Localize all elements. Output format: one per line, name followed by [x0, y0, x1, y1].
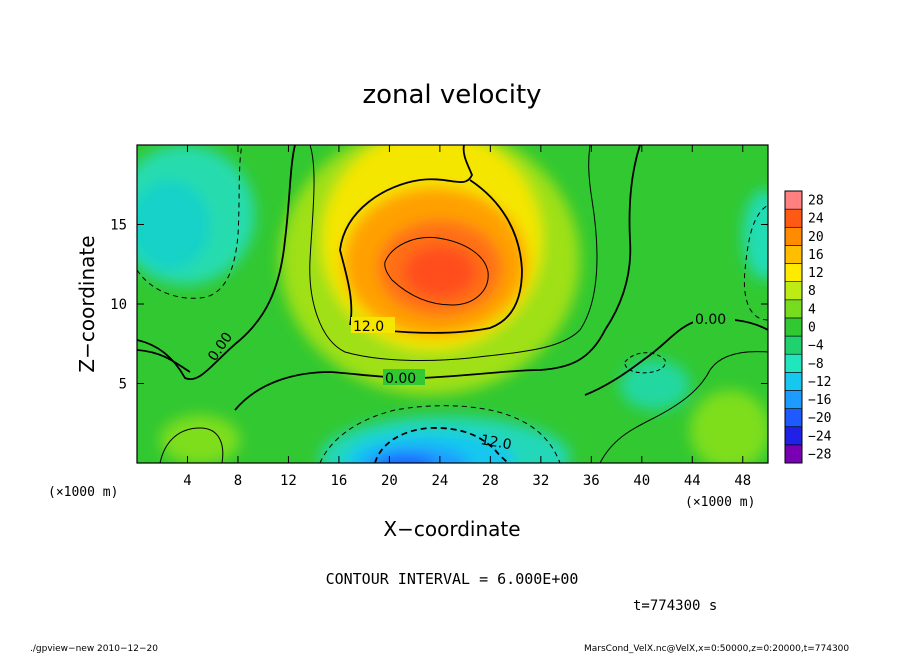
field-blob — [404, 246, 476, 298]
colorbar-frame — [784, 190, 803, 464]
colorbar-swatch — [784, 335, 803, 355]
time-label: t=774300 s — [633, 598, 717, 614]
field-blob — [360, 446, 470, 463]
contour-label: 12.0 — [353, 319, 384, 335]
colorbar-label: 0 — [808, 321, 816, 336]
colorbar-swatch — [784, 426, 803, 446]
colorbar-label: 28 — [808, 194, 824, 209]
footer-right: MarsCond_VelX.nc@VelX,x=0:50000,z=0:2000… — [584, 644, 849, 654]
contour-label: 12.0 — [479, 432, 512, 453]
colorbar-swatch — [784, 281, 803, 301]
colorbar-swatch — [784, 390, 803, 409]
x-tick-label: 28 — [482, 473, 499, 489]
colorbar-label: 20 — [808, 230, 824, 245]
field-blobs — [137, 145, 768, 463]
colorbar-swatch — [784, 444, 803, 464]
field-blob — [160, 415, 240, 463]
contour-18-core — [384, 236, 489, 306]
contour-6-lowleft — [159, 427, 224, 463]
colorbar-swatch — [784, 353, 803, 373]
y-tick-label: 15 — [110, 218, 127, 234]
x-tick-label: 20 — [381, 473, 398, 489]
x-tick-label: 16 — [330, 473, 347, 489]
contour-neg6-right-blob — [624, 352, 666, 374]
x-tick-label: 8 — [234, 473, 242, 489]
x-axis: 4 8 12 16 20 24 28 32 36 40 44 48 — [183, 145, 751, 489]
contour-12-upper — [339, 145, 523, 334]
field-blob — [743, 190, 768, 280]
colorbar-swatch — [784, 245, 803, 264]
contour-lines — [137, 145, 768, 463]
contour-zero-center — [137, 145, 641, 411]
x-unit-label: (×1000 m) — [48, 485, 118, 500]
colorbar-label: 24 — [808, 212, 824, 227]
colorbar-label: 16 — [808, 248, 824, 263]
y-axis-label: Z−coordinate — [75, 235, 99, 372]
contour-6-lowright — [599, 351, 768, 463]
heatmap-field — [137, 145, 768, 463]
contour-zero-left — [137, 145, 296, 381]
chart-title: zonal velocity — [362, 80, 541, 110]
y-axis: 5 10 15 — [110, 218, 768, 393]
colorbar-swatch — [784, 317, 803, 337]
x-unit-label-right: (×1000 m) — [685, 495, 755, 510]
contour-label: 0.00 — [385, 371, 416, 387]
colorbar-swatch — [784, 226, 803, 246]
field-blob — [690, 390, 768, 463]
colorbar-label: 8 — [808, 284, 816, 299]
colorbar-label: 4 — [808, 302, 816, 317]
contour-neg6-upperleft — [137, 145, 243, 299]
footer-left: ./gpview−new 2010−12−20 — [30, 644, 158, 654]
x-tick-label: 40 — [633, 473, 650, 489]
x-tick-label: 36 — [583, 473, 600, 489]
colorbar-swatch — [784, 372, 803, 391]
colorbar-swatch — [784, 190, 803, 210]
field-blob — [137, 180, 210, 270]
colorbar-label: −4 — [808, 339, 824, 354]
contour-zero-right — [584, 318, 768, 396]
contour-6 — [309, 145, 598, 361]
colorbar-swatch — [784, 208, 803, 228]
contour-interval: CONTOUR INTERVAL = 6.000E+00 — [326, 570, 579, 588]
x-tick-label: 48 — [734, 473, 751, 489]
colorbar-label: −28 — [808, 447, 831, 462]
contour-label: 0.00 — [695, 312, 726, 328]
field-blob — [377, 456, 433, 463]
colorbar-label: 12 — [808, 266, 824, 281]
colorbar-label: −24 — [808, 429, 832, 444]
contour-labels: 12.0 0.00 0.00 0.00 12.0 — [205, 310, 735, 453]
x-tick-label: 24 — [431, 473, 448, 489]
x-tick-label: 32 — [532, 473, 549, 489]
colorbar-swatch — [784, 299, 803, 319]
y-tick-label: 10 — [110, 297, 127, 313]
colorbar: −28 −24 −20 −16 −12 −8 −4 0 4 8 12 16 20 24 28 — [784, 190, 832, 464]
x-axis-label: X−coordinate — [383, 517, 520, 541]
colorbar-swatch — [784, 263, 803, 282]
x-tick-label: 44 — [684, 473, 701, 489]
colorbar-label: −20 — [808, 411, 831, 426]
x-tick-label: 12 — [280, 473, 297, 489]
y-tick-label: 5 — [119, 377, 127, 393]
colorbar-label: −8 — [808, 357, 824, 372]
colorbar-label: −16 — [808, 393, 831, 408]
x-tick-label: 4 — [183, 473, 191, 489]
colorbar-label: −12 — [808, 375, 831, 390]
contour-neg12-bottom — [374, 427, 509, 463]
colorbar-swatch — [784, 408, 803, 428]
